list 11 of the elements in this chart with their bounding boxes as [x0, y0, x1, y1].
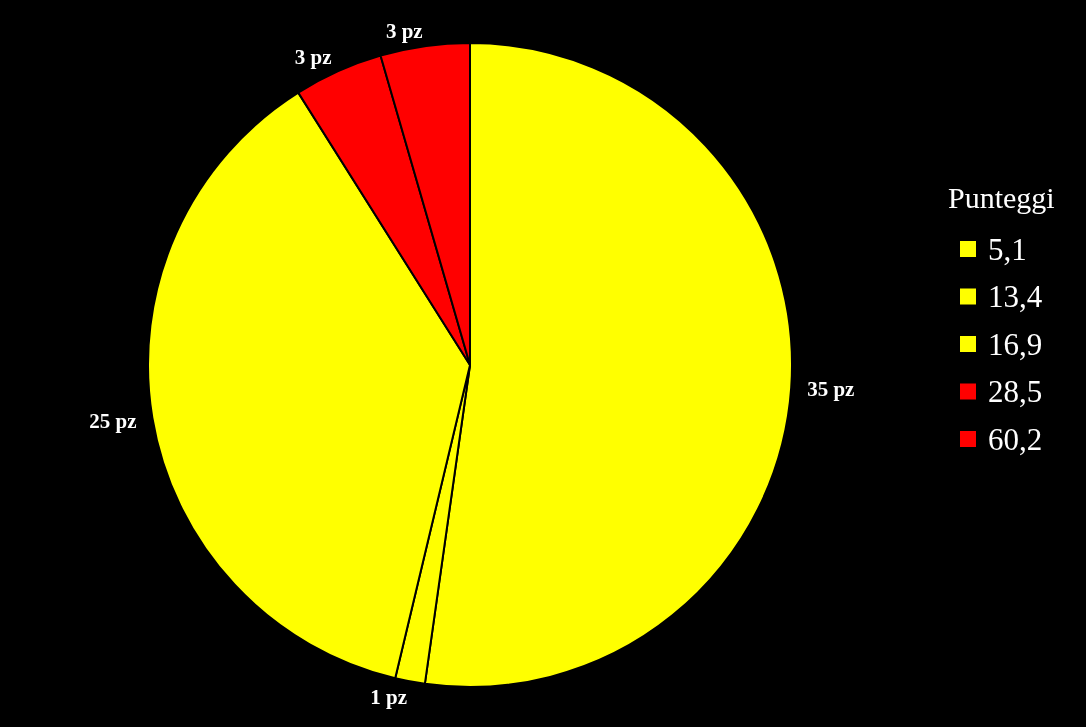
legend-label: 28,5	[988, 374, 1043, 410]
data-label: 3 pz	[385, 18, 423, 43]
data-label: 3 pz	[294, 45, 332, 69]
legend-label: 60,2	[988, 421, 1043, 457]
legend-title: Punteggi	[948, 180, 1055, 214]
data-label: 1 pz	[370, 685, 407, 710]
data-label: 35 pz	[807, 377, 855, 402]
data-label: 25 pz	[89, 408, 137, 433]
legend-label: 13,4	[988, 279, 1043, 315]
legend-label: 16,9	[988, 326, 1043, 362]
legend-label: 5,1	[988, 231, 1027, 267]
